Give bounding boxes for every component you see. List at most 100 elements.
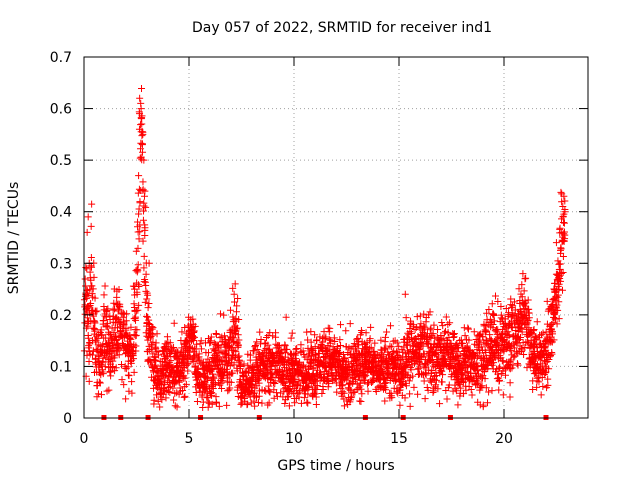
data-point <box>133 290 141 298</box>
data-point <box>442 358 450 366</box>
data-point <box>136 228 144 236</box>
data-point <box>139 237 147 245</box>
data-point <box>402 314 410 322</box>
data-point <box>343 397 351 405</box>
data-point <box>355 341 363 349</box>
data-point <box>238 382 246 390</box>
data-point <box>152 339 160 347</box>
x-tick-label: 5 <box>185 431 194 447</box>
data-point <box>132 307 140 315</box>
data-point <box>243 401 251 409</box>
data-point <box>244 400 252 408</box>
data-point <box>235 336 243 344</box>
data-point <box>557 277 565 285</box>
data-point <box>344 358 352 366</box>
data-point <box>382 386 390 394</box>
data-point <box>307 328 315 336</box>
data-point <box>290 389 298 397</box>
data-point <box>547 351 555 359</box>
data-point <box>284 393 292 401</box>
data-point <box>258 399 266 407</box>
data-point <box>104 305 112 313</box>
data-point <box>331 338 339 346</box>
data-point <box>132 316 140 324</box>
data-point <box>229 284 237 292</box>
data-point <box>342 327 350 335</box>
data-point <box>137 105 145 113</box>
data-point <box>292 357 300 365</box>
y-tick-label: 0.2 <box>50 308 72 324</box>
data-point <box>88 282 96 290</box>
data-point <box>304 382 312 390</box>
data-point <box>154 397 162 405</box>
data-point <box>140 156 148 164</box>
data-point <box>273 392 281 400</box>
data-point <box>153 330 161 338</box>
data-point <box>136 198 144 206</box>
data-point <box>363 380 371 388</box>
data-point <box>144 313 152 321</box>
data-point <box>95 378 103 386</box>
data-point <box>97 326 105 334</box>
data-point <box>551 308 559 316</box>
data-point <box>285 402 293 410</box>
data-point <box>403 340 411 348</box>
data-point <box>367 323 375 331</box>
data-point <box>180 393 188 401</box>
data-point <box>216 310 224 318</box>
data-point <box>150 396 158 404</box>
data-point <box>101 363 109 371</box>
data-point <box>241 369 249 377</box>
data-point <box>322 333 330 341</box>
data-point <box>506 379 514 387</box>
data-point <box>505 331 513 339</box>
data-point <box>432 381 440 389</box>
data-point <box>89 312 97 320</box>
data-point <box>474 378 482 386</box>
data-point <box>533 318 541 326</box>
data-point <box>94 390 102 398</box>
data-point <box>399 381 407 389</box>
data-point <box>309 347 317 355</box>
data-point <box>465 336 473 344</box>
data-point <box>117 361 125 369</box>
data-point <box>118 376 126 384</box>
data-point <box>110 329 118 337</box>
data-point <box>215 342 223 350</box>
data-point <box>407 366 415 374</box>
data-point <box>136 94 144 102</box>
data-point <box>122 365 130 373</box>
data-point <box>253 362 261 370</box>
data-point <box>197 337 205 345</box>
data-point <box>233 324 241 332</box>
data-point <box>311 390 319 398</box>
data-point <box>144 291 152 299</box>
data-point <box>227 306 235 314</box>
data-point <box>246 388 254 396</box>
data-point <box>226 362 234 370</box>
data-point <box>372 387 380 395</box>
data-point <box>297 399 305 407</box>
data-point <box>449 334 457 342</box>
data-point <box>561 197 569 205</box>
data-point <box>126 334 134 342</box>
data-point <box>483 309 491 317</box>
data-point <box>545 365 553 373</box>
data-point <box>281 399 289 407</box>
data-point <box>166 389 174 397</box>
data-point <box>85 377 93 385</box>
data-point <box>100 317 108 325</box>
data-point <box>362 372 370 380</box>
data-point <box>220 311 228 319</box>
data-point <box>148 325 156 333</box>
x-axis-label: GPS time / hours <box>277 458 394 474</box>
data-point <box>401 394 409 402</box>
data-point <box>420 350 428 358</box>
data-point <box>192 389 200 397</box>
data-point <box>423 383 431 391</box>
y-tick-label: 0.4 <box>50 205 72 221</box>
data-point <box>202 384 210 392</box>
data-point <box>227 378 235 386</box>
data-point <box>458 371 466 379</box>
data-point <box>281 342 289 350</box>
